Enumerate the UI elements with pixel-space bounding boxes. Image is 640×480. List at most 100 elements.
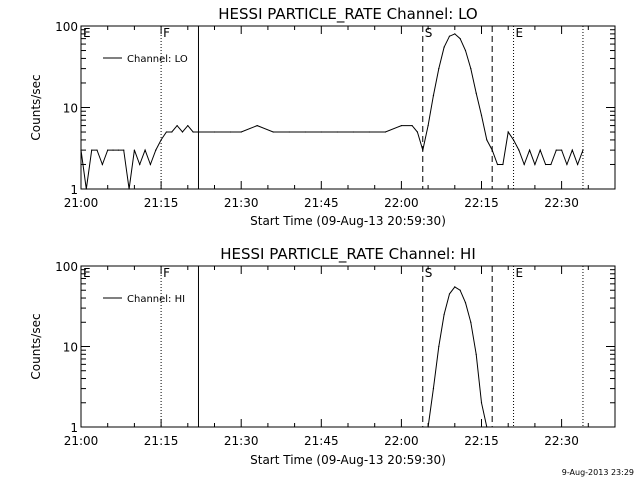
data-point — [229, 131, 232, 133]
data-point — [464, 302, 467, 304]
y-tick-label: 10 — [63, 102, 78, 116]
data-point — [539, 149, 541, 151]
x-tick-label: 21:30 — [224, 434, 259, 448]
data-point — [384, 131, 386, 133]
data-point — [165, 131, 168, 133]
data-point — [304, 131, 306, 133]
marker-label: E — [516, 26, 524, 40]
data-point — [571, 149, 573, 151]
data-point — [459, 289, 461, 291]
data-point — [213, 131, 216, 133]
data-point — [422, 149, 424, 151]
chart-title: HESSI PARTICLE_RATE Channel: HI — [220, 245, 476, 264]
data-point — [438, 345, 440, 348]
data-point — [320, 131, 322, 133]
data-point — [107, 149, 109, 151]
x-tick-label: 21:15 — [144, 434, 179, 448]
data-point — [555, 149, 557, 151]
y-tick-label: 100 — [55, 260, 78, 274]
chart-title: HESSI PARTICLE_RATE Channel: LO — [218, 5, 477, 24]
data-point — [443, 46, 445, 48]
y-tick-label: 1 — [70, 183, 78, 197]
data-point — [566, 163, 568, 166]
data-point — [197, 131, 200, 133]
x-tick-label: 22:15 — [464, 196, 499, 210]
data-point — [240, 131, 242, 133]
data-point — [288, 131, 290, 133]
x-tick-label: 21:30 — [224, 196, 259, 210]
data-point — [432, 94, 435, 97]
data-point — [117, 149, 119, 151]
data-point — [528, 149, 531, 151]
marker-label: S — [425, 26, 433, 40]
data-point — [96, 149, 98, 151]
data-point — [459, 38, 461, 40]
data-point — [155, 149, 157, 151]
data-point — [470, 68, 472, 70]
data-point — [400, 124, 402, 127]
data-point — [475, 353, 477, 355]
x-tick-label: 22:30 — [544, 196, 579, 210]
x-tick-label: 21:15 — [144, 196, 179, 210]
data-point — [85, 188, 87, 190]
data-point — [336, 131, 338, 133]
legend-label: Channel: HI — [127, 294, 185, 305]
data-point — [518, 149, 520, 151]
data-point — [176, 124, 178, 127]
data-point — [454, 33, 456, 35]
data-point — [480, 114, 483, 116]
marker-label: F — [163, 266, 170, 280]
data-point — [432, 387, 435, 390]
data-point — [149, 163, 152, 166]
data-point — [486, 426, 488, 428]
data-point — [475, 92, 477, 94]
data-point — [91, 149, 93, 151]
y-tick-label: 100 — [55, 20, 78, 34]
data-point — [112, 149, 114, 151]
data-point — [480, 402, 483, 404]
data-point — [582, 149, 584, 151]
data-point — [464, 49, 467, 52]
data-point — [427, 124, 429, 127]
data-point — [443, 313, 445, 316]
data-point — [512, 139, 515, 141]
y-tick-label: 1 — [70, 421, 78, 435]
data-point — [454, 286, 456, 288]
footer-timestamp: 9-Aug-2013 23:29 — [561, 468, 634, 477]
data-point — [181, 131, 184, 133]
data-point — [491, 149, 493, 151]
data-point — [123, 149, 125, 151]
y-axis-label: Counts/sec — [29, 74, 43, 140]
data-point — [144, 149, 146, 151]
data-point — [486, 139, 488, 141]
data-point — [448, 293, 451, 295]
data-point — [502, 163, 504, 166]
marker-label: F — [163, 26, 170, 40]
data-point — [561, 149, 563, 151]
data-point — [470, 321, 472, 323]
data-point — [187, 124, 189, 127]
x-tick-label: 22:30 — [544, 434, 579, 448]
data-point — [507, 131, 509, 133]
marker-label: E — [83, 266, 91, 280]
data-point — [256, 124, 258, 127]
marker-label: E — [83, 26, 91, 40]
marker-label: S — [425, 266, 433, 280]
data-point — [438, 68, 440, 70]
data-point — [133, 149, 135, 151]
x-tick-label: 22:15 — [464, 434, 499, 448]
data-point — [368, 131, 370, 133]
data-point — [272, 131, 274, 133]
data-point — [192, 131, 194, 133]
data-point — [160, 139, 162, 141]
data-point — [139, 163, 141, 166]
x-tick-label: 22:00 — [384, 196, 419, 210]
x-tick-label: 21:45 — [304, 434, 339, 448]
data-point — [411, 124, 413, 127]
y-tick-label: 10 — [63, 341, 78, 355]
series-line — [427, 286, 488, 428]
data-point — [577, 163, 579, 166]
data-point — [416, 131, 419, 133]
data-point — [128, 188, 130, 190]
